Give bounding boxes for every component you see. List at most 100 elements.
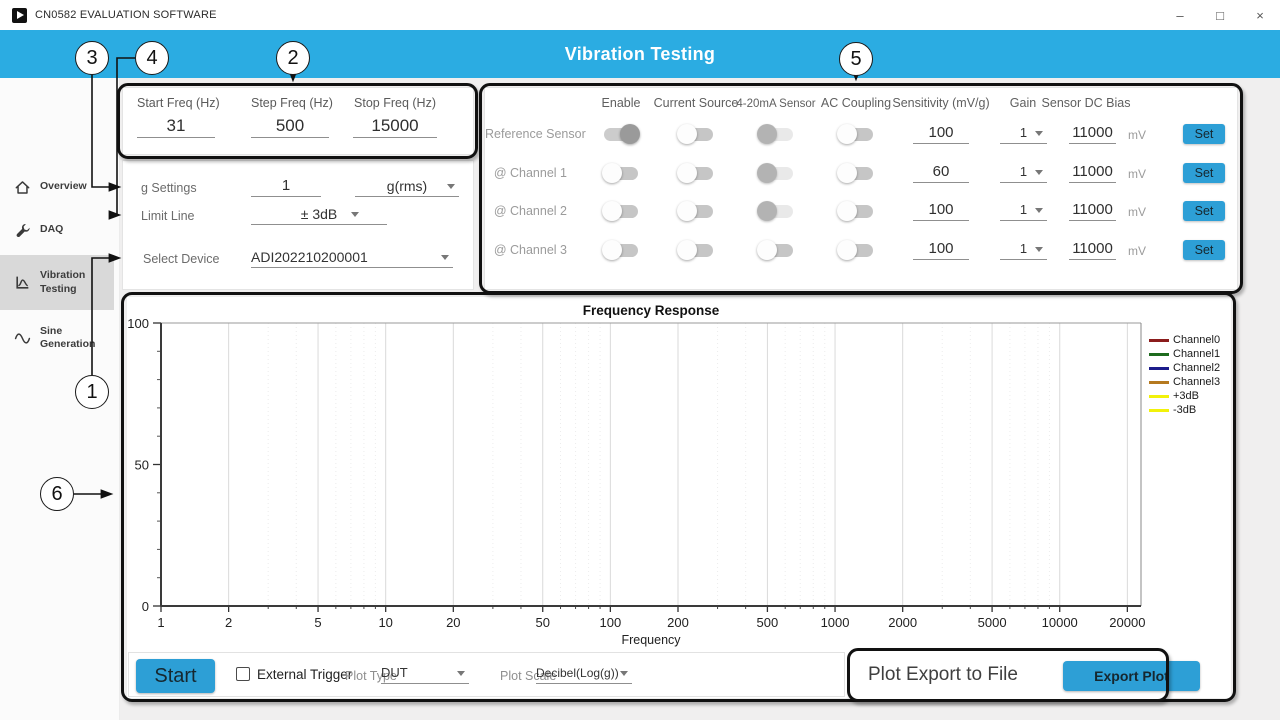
set-button[interactable]: Set xyxy=(1183,240,1225,260)
plot-type-dropdown[interactable]: DUT xyxy=(381,662,469,684)
sensitivity-input[interactable] xyxy=(913,199,969,221)
legend-item[interactable]: -3dB xyxy=(1149,403,1220,417)
svg-text:20: 20 xyxy=(446,615,460,630)
gain-dropdown[interactable]: 1 xyxy=(1000,161,1047,183)
svg-text:5000: 5000 xyxy=(978,615,1007,630)
enable-toggle[interactable] xyxy=(602,163,638,183)
420ma-sensor-toggle[interactable] xyxy=(757,163,793,183)
420ma-sensor-toggle[interactable] xyxy=(757,240,793,260)
frequency-panel: Start Freq (Hz) 31 Step Freq (Hz) 500 St… xyxy=(122,87,474,155)
start-freq-input[interactable]: 31 xyxy=(137,114,215,138)
gain-dropdown[interactable]: 1 xyxy=(1000,122,1047,144)
legend-swatch xyxy=(1149,338,1169,342)
sensitivity-input[interactable] xyxy=(913,122,969,144)
ac-coupling-toggle[interactable] xyxy=(837,124,873,144)
enable-toggle[interactable] xyxy=(604,124,640,144)
limit-line-dropdown[interactable]: ± 3dB xyxy=(251,203,387,225)
current-source-toggle[interactable] xyxy=(677,201,713,221)
sensitivity-input[interactable] xyxy=(913,161,969,183)
set-button[interactable]: Set xyxy=(1183,201,1225,221)
export-plot-button[interactable]: Export Plot xyxy=(1063,661,1200,691)
toggle-knob xyxy=(837,201,857,221)
current-source-toggle[interactable] xyxy=(677,124,713,144)
plot-type-value: DUT xyxy=(381,665,408,680)
sidebar-item-daq[interactable]: DAQ xyxy=(0,215,114,245)
svg-text:200: 200 xyxy=(667,615,689,630)
ac-coupling-toggle[interactable] xyxy=(837,240,873,260)
sidebar-item-vibration-testing[interactable]: Vibration Testing xyxy=(0,255,114,310)
gain-value: 1 xyxy=(1019,125,1028,140)
legend-item[interactable]: Channel3 xyxy=(1149,375,1220,389)
bias-unit-label: mV xyxy=(1128,128,1146,142)
dc-bias-input[interactable] xyxy=(1069,238,1116,260)
legend-swatch xyxy=(1149,408,1169,412)
svg-text:10: 10 xyxy=(378,615,392,630)
legend-item[interactable]: Channel2 xyxy=(1149,361,1220,375)
legend-item[interactable]: Channel0 xyxy=(1149,333,1220,347)
chevron-down-icon xyxy=(1035,131,1043,136)
chevron-down-icon xyxy=(447,184,455,189)
chart-panel: Frequency Response 1 2 5 10 20 50 100 200 500 100… xyxy=(126,296,1232,699)
legend-swatch xyxy=(1149,380,1169,384)
wrench-icon xyxy=(16,223,30,237)
gain-dropdown[interactable]: 1 xyxy=(1000,238,1047,260)
column-header-enable: Enable xyxy=(601,96,641,110)
svg-text:50: 50 xyxy=(535,615,549,630)
current-source-toggle[interactable] xyxy=(677,240,713,260)
legend-swatch xyxy=(1149,366,1169,370)
frequency-response-plot: 1 2 5 10 20 50 100 200 500 1000 2000 5000 10000 20000… xyxy=(127,316,1145,647)
restore-button[interactable]: □ xyxy=(1216,7,1224,23)
set-button[interactable]: Set xyxy=(1183,163,1225,183)
420ma-sensor-toggle[interactable] xyxy=(757,201,793,221)
dc-bias-input[interactable] xyxy=(1069,161,1116,183)
plot-scale-dropdown[interactable]: Decibel(Log(g)) xyxy=(536,662,632,684)
set-button[interactable]: Set xyxy=(1183,124,1225,144)
sidebar-item-sine-generation[interactable]: Sine Generation xyxy=(0,318,114,358)
external-trigger-checkbox[interactable] xyxy=(236,667,250,681)
column-header-gain: Gain xyxy=(1009,96,1037,110)
enable-toggle[interactable] xyxy=(602,240,638,260)
page-header: Vibration Testing xyxy=(0,30,1280,78)
g-unit-value: g(rms) xyxy=(386,177,428,194)
legend-item[interactable]: Channel1 xyxy=(1149,347,1220,361)
step-freq-label: Step Freq (Hz) xyxy=(251,96,333,110)
select-device-label: Select Device xyxy=(143,252,220,266)
step-freq-input[interactable]: 500 xyxy=(251,114,329,138)
home-icon xyxy=(15,180,30,194)
start-button[interactable]: Start xyxy=(136,659,215,693)
sidebar-item-label: DAQ xyxy=(40,223,64,236)
g-unit-dropdown[interactable]: g(rms) xyxy=(355,175,459,197)
420ma-sensor-toggle[interactable] xyxy=(757,124,793,144)
select-device-dropdown[interactable]: ADI202210200001 xyxy=(251,246,453,268)
callout-circle-3: 3 xyxy=(75,41,109,75)
plot-type-label: Plot Type xyxy=(345,669,397,683)
sensor-row-2: @ Channel 2 1 mV Set xyxy=(485,197,1237,225)
external-trigger-label: External Trigger xyxy=(257,667,353,682)
g-value-input[interactable] xyxy=(251,175,321,197)
sidebar-item-overview[interactable]: Overview xyxy=(0,172,114,202)
svg-text:10000: 10000 xyxy=(1042,615,1078,630)
toggle-knob xyxy=(757,163,777,183)
toggle-knob xyxy=(677,201,697,221)
close-button[interactable]: × xyxy=(1256,7,1264,23)
minimize-button[interactable]: – xyxy=(1176,7,1184,23)
ac-coupling-toggle[interactable] xyxy=(837,163,873,183)
dc-bias-input[interactable] xyxy=(1069,122,1116,144)
sensor-row-0: Reference Sensor 1 mV Set xyxy=(485,120,1237,148)
toggle-knob xyxy=(602,163,622,183)
enable-toggle[interactable] xyxy=(602,201,638,221)
svg-text:Frequency: Frequency xyxy=(621,633,681,647)
dc-bias-input[interactable] xyxy=(1069,199,1116,221)
column-header-ac-coupling: AC Coupling xyxy=(820,96,892,110)
toggle-knob xyxy=(757,240,777,260)
ac-coupling-toggle[interactable] xyxy=(837,201,873,221)
stop-freq-input[interactable]: 15000 xyxy=(353,114,437,138)
gain-dropdown[interactable]: 1 xyxy=(1000,199,1047,221)
current-source-toggle[interactable] xyxy=(677,163,713,183)
legend-item[interactable]: +3dB xyxy=(1149,389,1220,403)
svg-text:1: 1 xyxy=(157,615,164,630)
sensitivity-input[interactable] xyxy=(913,238,969,260)
export-panel: Plot Export to File Export Plot xyxy=(852,652,1200,699)
sensor-row-3: @ Channel 3 1 mV Set xyxy=(485,236,1237,264)
chart-title: Frequency Response xyxy=(582,303,720,318)
